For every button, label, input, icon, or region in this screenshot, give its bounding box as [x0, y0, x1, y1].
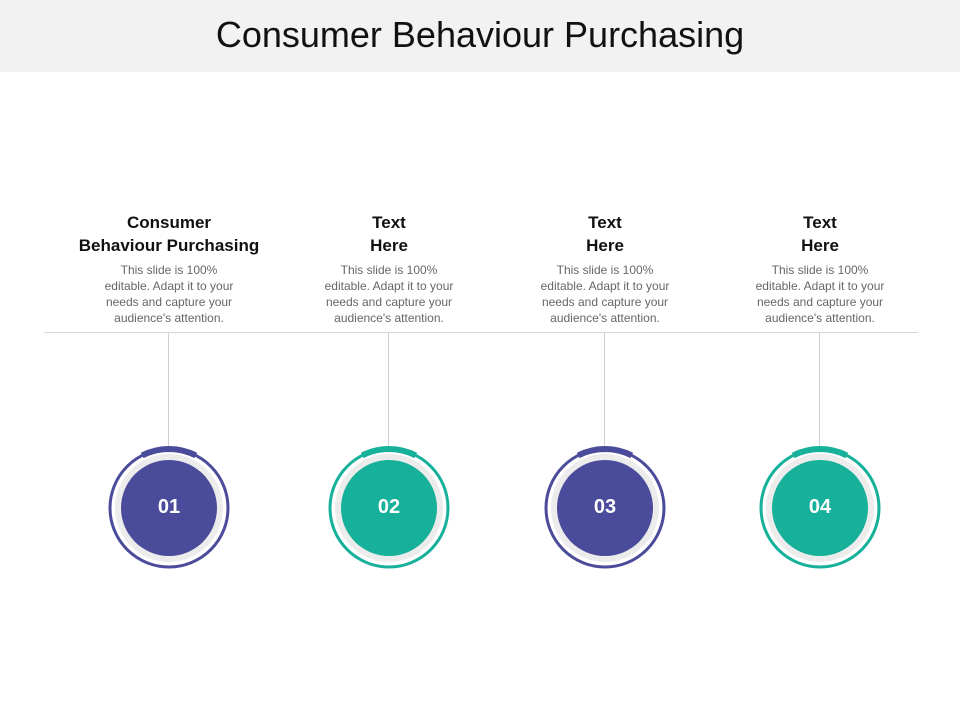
step-heading: Consumer Behaviour Purchasing — [59, 211, 279, 257]
step-03: Text Here This slide is 100% editable. Adap… — [495, 0, 715, 720]
step-number-disc — [341, 460, 437, 556]
step-description-line: This slide is 100% — [120, 263, 218, 277]
slide-title: Consumer Behaviour Purchasing — [215, 14, 745, 55]
step-description-line: audience's attention. — [114, 311, 224, 325]
step-connector-line — [168, 333, 169, 453]
step-circle-graphic — [108, 446, 230, 569]
step-heading-line: Consumer — [126, 213, 212, 232]
step-02: Text Here This slide is 100% editable. Adap… — [279, 0, 499, 720]
timeline-divider — [44, 332, 918, 333]
step-description-line: needs and capture your — [541, 295, 669, 309]
step-description-line: This slide is 100% — [771, 263, 869, 277]
step-description: This slide is 100% editable. Adapt it to … — [495, 262, 715, 326]
step-heading-line: Text — [803, 213, 837, 232]
step-heading-line: Text — [588, 213, 622, 232]
step-accent-arc — [576, 446, 634, 459]
step-description-line: audience's attention. — [550, 311, 660, 325]
step-number-disc — [557, 460, 653, 556]
step-description-line: needs and capture your — [325, 295, 453, 309]
step-circle-graphic — [759, 446, 881, 569]
step-description-line: editable. Adapt it to your — [324, 279, 454, 293]
step-description-line: This slide is 100% — [340, 263, 438, 277]
step-heading: Text Here — [495, 211, 715, 257]
step-04: Text Here This slide is 100% editable. Adap… — [710, 0, 930, 720]
title-bar: Consumer Behaviour Purchasing — [0, 0, 960, 72]
step-number: 01 — [157, 496, 181, 518]
step-accent-arc — [140, 446, 198, 459]
step-accent-arc — [791, 446, 849, 459]
step-connector-line — [819, 333, 820, 453]
step-heading-line: Text — [372, 213, 406, 232]
step-description-line: needs and capture your — [756, 295, 884, 309]
step-heading: Text Here — [279, 211, 499, 257]
step-description: This slide is 100% editable. Adapt it to … — [710, 262, 930, 326]
step-description-line: editable. Adapt it to your — [540, 279, 670, 293]
step-description-line: editable. Adapt it to your — [755, 279, 885, 293]
step-connector-line — [388, 333, 389, 453]
step-01: Consumer Behaviour Purchasing This slide i… — [59, 0, 279, 720]
step-description-line: editable. Adapt it to your — [104, 279, 234, 293]
step-heading: Text Here — [710, 211, 930, 257]
step-description-line: audience's attention. — [765, 311, 875, 325]
step-heading-line: Here — [370, 236, 408, 255]
step-description-line: needs and capture your — [105, 295, 233, 309]
step-description-line: audience's attention. — [334, 311, 444, 325]
step-accent-arc — [360, 446, 418, 459]
step-circle-graphic — [328, 446, 450, 569]
step-number: 02 — [377, 496, 401, 518]
step-circle-graphic — [544, 446, 666, 569]
step-number: 04 — [808, 496, 832, 518]
step-number: 03 — [593, 496, 617, 518]
step-connector-line — [604, 333, 605, 453]
step-number-disc — [772, 460, 868, 556]
step-heading-line: Here — [586, 236, 624, 255]
step-description: This slide is 100% editable. Adapt it to … — [279, 262, 499, 326]
step-heading-line: Here — [801, 236, 839, 255]
step-description-line: This slide is 100% — [556, 263, 654, 277]
step-description: This slide is 100% editable. Adapt it to … — [59, 262, 279, 326]
step-number-disc — [121, 460, 217, 556]
step-heading-line: Behaviour Purchasing — [78, 236, 260, 255]
